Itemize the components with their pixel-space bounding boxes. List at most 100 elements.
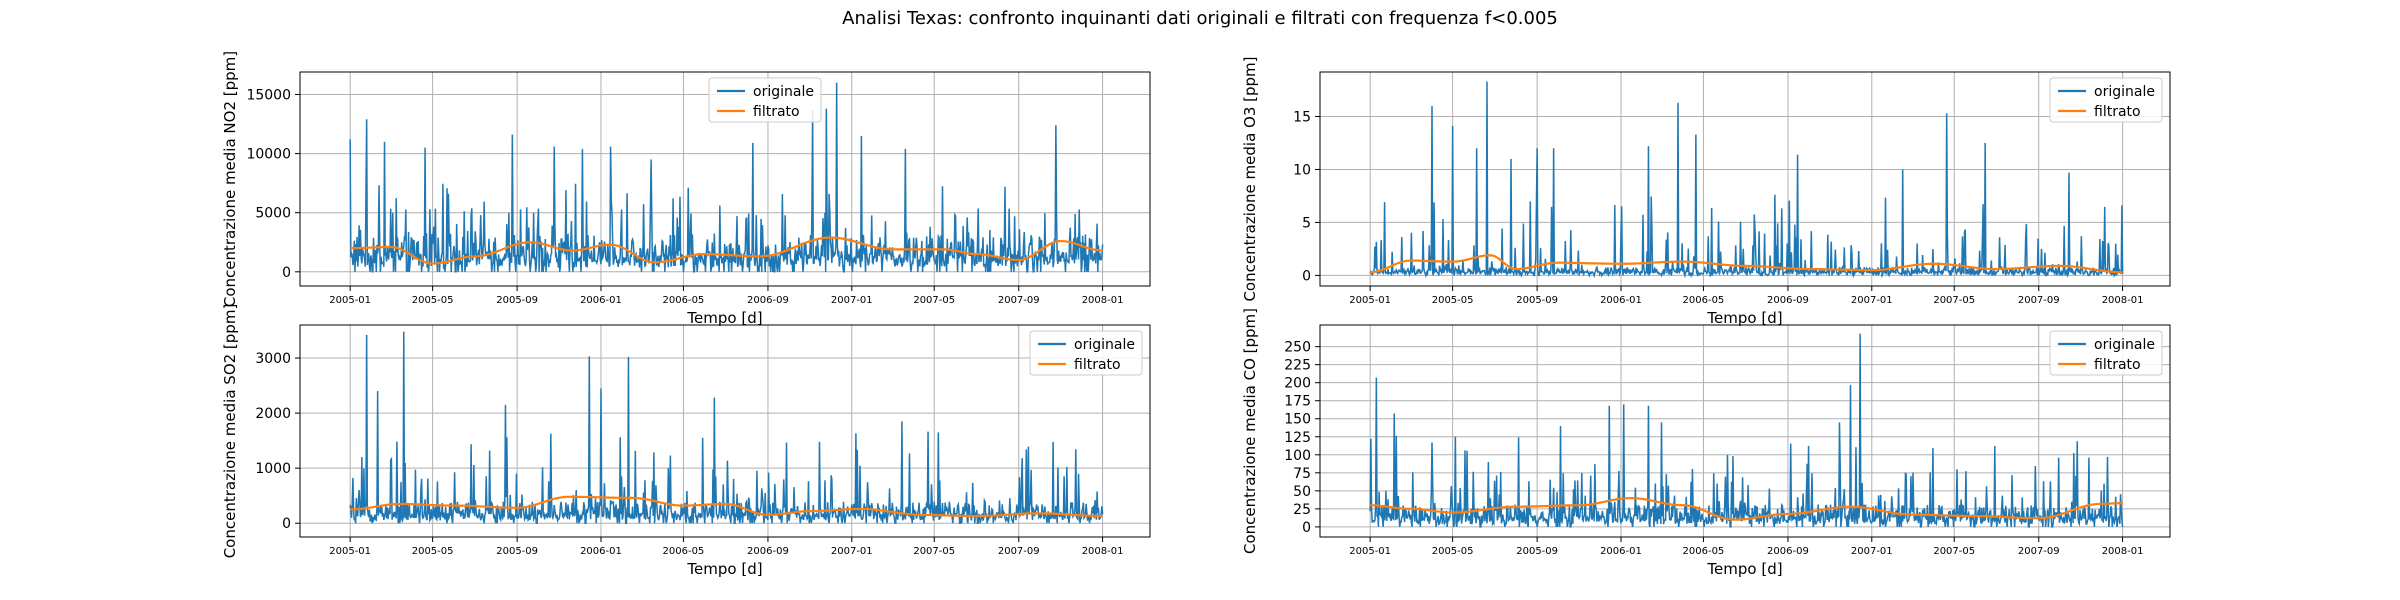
y-tick-label: 250 <box>1284 340 1311 356</box>
x-tick-label: 2005-09 <box>496 546 538 557</box>
axes-frame <box>1319 324 2171 538</box>
x-tick-label: 2007-05 <box>1933 295 1975 306</box>
legend: originale filtrato <box>708 77 822 123</box>
x-tick-label: 2008-01 <box>2102 546 2144 557</box>
y-tick-label: 0 <box>282 516 291 532</box>
x-tick-label: 2006-09 <box>1767 546 1809 557</box>
y-tick-label: 150 <box>1284 412 1311 428</box>
x-tick-label: 2005-05 <box>1432 546 1474 557</box>
y-tick-label: 10000 <box>246 147 291 163</box>
x-tick-label: 2007-05 <box>913 546 955 557</box>
x-tick-label: 2008-01 <box>1082 295 1124 306</box>
y-tick-label: 225 <box>1284 358 1311 374</box>
legend-label-originale: originale <box>2094 84 2155 100</box>
x-tick-label: 2005-09 <box>1516 295 1558 306</box>
y-axis-label: Concentrazione media CO [ppm] <box>1241 308 1259 554</box>
x-axis-label: Tempo [d] <box>686 309 762 327</box>
chart-panel-no2: 2005-01 2005-05 2005-09 2006-01 2006-05 2006-… <box>221 51 1151 327</box>
x-tick-label: 2008-01 <box>2102 295 2144 306</box>
x-tick-label: 2005-05 <box>412 546 454 557</box>
legend-label-filtrato: filtrato <box>2094 357 2141 373</box>
y-tick-label: 0 <box>1302 520 1311 536</box>
x-tick-label: 2005-09 <box>1516 546 1558 557</box>
x-tick-label: 2006-01 <box>1600 295 1642 306</box>
legend: originale filtrato <box>2049 330 2163 376</box>
y-tick-label: 200 <box>1284 376 1311 392</box>
x-tick-label: 2006-05 <box>663 546 705 557</box>
legend: originale filtrato <box>1029 330 1143 376</box>
x-tick-label: 2006-09 <box>747 295 789 306</box>
legend-label-filtrato: filtrato <box>1074 357 1121 373</box>
y-tick-label: 15 <box>1293 109 1311 125</box>
chart-panel-co: 2005-01 2005-05 2005-09 2006-01 2006-05 2006-… <box>1241 308 2171 578</box>
y-tick-label: 3000 <box>255 351 291 367</box>
y-axis-label: Concentrazione media SO2 [ppm] <box>221 304 239 559</box>
x-tick-label: 2006-01 <box>580 295 622 306</box>
x-tick-label: 2005-01 <box>329 295 371 306</box>
y-tick-label: 75 <box>1293 466 1311 482</box>
x-tick-label: 2007-01 <box>831 295 873 306</box>
series-line-originale <box>1369 333 2124 528</box>
x-tick-label: 2005-01 <box>1349 295 1391 306</box>
x-tick-label: 2007-05 <box>1933 546 1975 557</box>
y-tick-label: 15000 <box>246 87 291 103</box>
chart-panel-o3: 2005-01 2005-05 2005-09 2006-01 2006-05 2006-… <box>1241 56 2171 327</box>
x-tick-label: 2006-05 <box>1683 546 1725 557</box>
x-tick-label: 2007-09 <box>998 546 1040 557</box>
x-tick-label: 2006-05 <box>663 295 705 306</box>
y-tick-label: 25 <box>1293 502 1311 518</box>
x-tick-label: 2006-01 <box>1600 546 1642 557</box>
x-tick-label: 2008-01 <box>1082 546 1124 557</box>
axes-frame <box>1319 71 2171 287</box>
x-tick-label: 2007-09 <box>2018 295 2060 306</box>
y-tick-label: 0 <box>1302 268 1311 284</box>
y-tick-label: 10 <box>1293 162 1311 178</box>
y-axis-label: Concentrazione media O3 [ppm] <box>1241 56 1259 301</box>
x-tick-label: 2005-05 <box>412 295 454 306</box>
x-tick-label: 2006-09 <box>747 546 789 557</box>
x-tick-label: 2005-01 <box>1349 546 1391 557</box>
x-axis-label: Tempo [d] <box>686 560 762 578</box>
x-tick-label: 2006-09 <box>1767 295 1809 306</box>
x-tick-label: 2005-09 <box>496 295 538 306</box>
figure-title: Analisi Texas: confronto inquinanti dati… <box>842 8 1558 29</box>
legend-label-originale: originale <box>2094 337 2155 353</box>
x-tick-label: 2007-01 <box>1851 546 1893 557</box>
x-tick-label: 2007-01 <box>1851 295 1893 306</box>
series-line-filtrato <box>1370 254 2123 274</box>
y-tick-label: 175 <box>1284 394 1311 410</box>
x-tick-label: 2007-01 <box>831 546 873 557</box>
y-tick-label: 5000 <box>255 206 291 222</box>
series-line-originale <box>1369 81 2124 279</box>
series-line-filtrato <box>350 495 1103 518</box>
x-tick-label: 2007-09 <box>998 295 1040 306</box>
y-tick-label: 0 <box>282 265 291 281</box>
y-tick-label: 1000 <box>255 461 291 477</box>
x-tick-label: 2007-09 <box>2018 546 2060 557</box>
x-tick-label: 2005-01 <box>329 546 371 557</box>
x-axis-label: Tempo [d] <box>1706 309 1782 327</box>
series-line-originale <box>349 331 1104 524</box>
x-axis-label: Tempo [d] <box>1706 560 1782 578</box>
legend-label-filtrato: filtrato <box>753 104 800 120</box>
y-tick-label: 100 <box>1284 448 1311 464</box>
series-line-filtrato <box>350 236 1103 265</box>
x-tick-label: 2006-01 <box>580 546 622 557</box>
chart-panel-so2: 2005-01 2005-05 2005-09 2006-01 2006-05 2006-… <box>221 304 1151 578</box>
x-tick-label: 2007-05 <box>913 295 955 306</box>
y-tick-label: 5 <box>1302 215 1311 231</box>
y-axis-label: Concentrazione media NO2 [ppm] <box>221 51 239 307</box>
axes-frame <box>299 324 1151 538</box>
x-tick-label: 2005-05 <box>1432 295 1474 306</box>
y-tick-label: 125 <box>1284 430 1311 446</box>
y-tick-label: 50 <box>1293 484 1311 500</box>
legend: originale filtrato <box>2049 77 2163 123</box>
legend-label-originale: originale <box>1074 337 1135 353</box>
y-tick-label: 2000 <box>255 406 291 422</box>
series-line-filtrato <box>1370 496 2123 521</box>
axes-frame <box>299 71 1151 287</box>
legend-label-filtrato: filtrato <box>2094 104 2141 120</box>
x-tick-label: 2006-05 <box>1683 295 1725 306</box>
legend-label-originale: originale <box>753 84 814 100</box>
